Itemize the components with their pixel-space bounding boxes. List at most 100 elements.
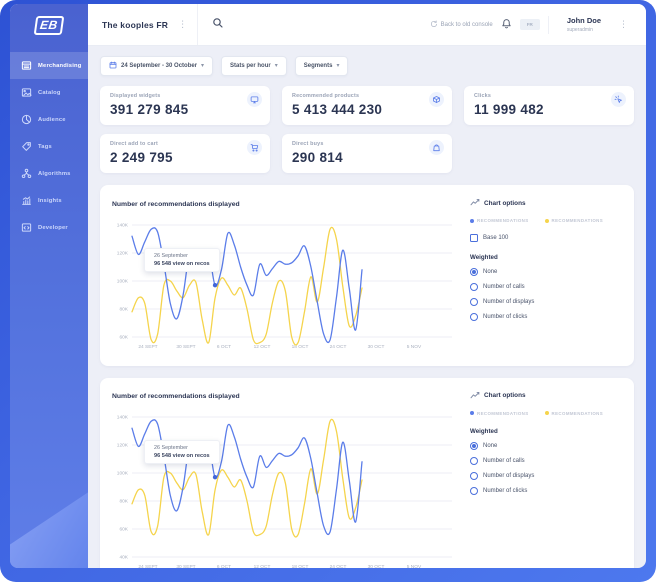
algorithms-icon [21,168,32,179]
sidebar-item-developer[interactable]: Developer [10,214,88,241]
click-icon [611,92,626,107]
chart-legend: RECOMMENDATIONS RECOMMENDATIONS [470,411,622,416]
tooltip-value: 96 548 view on recos [154,260,210,267]
svg-text:5 NOV: 5 NOV [407,344,422,350]
workspace-menu-button[interactable]: ⋮ [178,19,188,29]
locale-badge[interactable]: FR [519,19,540,30]
legend-item-recommendations-blue[interactable]: RECOMMENDATIONS [470,218,529,223]
sidebar: EB Merchandising Catalog [10,4,88,568]
chart-legend: RECOMMENDATIONS RECOMMENDATIONS [470,218,622,223]
audience-icon [21,114,32,125]
weighted-option-none[interactable]: None [470,441,622,450]
svg-text:24 OCT: 24 OCT [330,564,347,568]
legend-item-recommendations-yellow[interactable]: RECOMMENDATIONS [544,410,604,416]
chart-options-title: Chart options [484,392,526,400]
filter-bar: 24 September - 30 October ▾ Stats per ho… [100,56,634,76]
bell-icon [501,16,512,34]
legend-dot [544,411,549,416]
svg-text:80K: 80K [119,306,128,312]
weighted-option-label: Number of calls [483,457,525,464]
stat-cards: Displayed widgets 391 279 845 Recommende… [100,86,634,173]
line-chart-icon [470,391,480,401]
weighted-option-number-of-clicks[interactable]: Number of clicks [470,486,622,495]
recommendations-line-chart[interactable]: 140K 120K 100K 80K 60K 24 SEPT 30 SEPT 6 OCT 12 … [112,215,457,355]
weighted-option-number-of-clicks[interactable]: Number of clicks [470,313,622,321]
radio-selected-icon [470,268,478,276]
stat-card-value: 2 249 795 [110,150,173,165]
calendar-icon [109,61,117,71]
date-range-value: 24 September - 30 October [121,63,198,69]
user-menu-button[interactable]: ⋮ [619,19,628,29]
sidebar-item-catalog[interactable]: Catalog [10,79,88,106]
svg-text:140K: 140K [117,222,129,228]
weighted-option-number-of-displays[interactable]: Number of displays [470,298,622,306]
sidebar-item-audience[interactable]: Audience [10,106,88,133]
legend-item-recommendations-yellow[interactable]: RECOMMENDATIONS [544,218,604,223]
user-menu[interactable]: John Doe superadmin [557,16,601,33]
stat-card-value: 391 279 845 [110,102,189,117]
stat-card-label: Clicks [474,93,492,99]
recommendations-line-chart[interactable]: 140K 120K 100K 80K 60K 40K 24 SEPT 30 SEPT 6 OCT… [112,407,457,568]
svg-text:12 OCT: 12 OCT [254,344,271,350]
radio-icon [470,298,478,306]
brand-logo[interactable]: EB [10,4,88,46]
chevron-down-icon: ▾ [336,63,340,69]
segments-value: Segments [303,63,333,69]
stat-card-clicks: Clicks 11 999 482 [464,86,634,125]
date-range-picker[interactable]: 24 September - 30 October ▾ [100,56,214,76]
chart-options-panel: Chart options RECOMMENDATIONS RECOMMENDA… [466,378,634,568]
base-100-checkbox-row[interactable]: Base 100 [470,234,622,242]
stats-per-dropdown[interactable]: Stats per hour ▾ [221,56,287,76]
weighted-option-number-of-calls[interactable]: Number of calls [470,456,622,465]
svg-text:5 NOV: 5 NOV [407,564,422,568]
legend-dot [544,218,549,223]
weighted-option-none[interactable]: None [470,268,622,276]
sidebar-item-merchandising[interactable]: Merchandising [10,52,88,79]
stat-card-value: 11 999 482 [474,102,544,117]
chart-plot[interactable]: 140K 120K 100K 80K 60K 24 SEPT 30 SEPT 6 OCT 12 … [112,215,466,360]
user-name: John Doe [566,16,601,26]
weighted-option-label: None [483,269,498,275]
stat-card-label: Direct buys [292,141,324,147]
svg-text:120K: 120K [117,250,129,256]
back-to-old-console-label: Back to old console [440,21,493,28]
merchandising-icon [21,60,32,71]
tags-icon [21,141,32,152]
stat-card-label: Recommended products [292,93,360,99]
back-to-old-console-link[interactable]: Back to old console [430,20,493,30]
radio-icon [470,486,478,495]
sidebar-item-algorithms[interactable]: Algorithms [10,160,88,187]
sidebar-item-label: Algorithms [38,170,71,177]
weighted-option-number-of-calls[interactable]: Number of calls [470,283,622,291]
main-content: 24 September - 30 October ▾ Stats per ho… [88,46,646,568]
sidebar-item-insights[interactable]: Insights [10,187,88,214]
svg-text:60K: 60K [119,527,128,533]
svg-text:30 OCT: 30 OCT [368,564,385,568]
top-bar: The kooples FR ⋮ Back to old console [88,4,646,46]
weighted-option-label: Number of calls [483,284,525,290]
segments-dropdown[interactable]: Segments ▾ [294,56,349,76]
radio-icon [470,471,478,480]
legend-label: RECOMMENDATIONS [551,410,604,416]
chart-plot[interactable]: 140K 120K 100K 80K 60K 40K 24 SEPT 30 SEPT 6 OCT… [112,407,466,568]
developer-icon [21,222,32,233]
chevron-down-icon: ▾ [201,63,205,69]
stat-card-label: Displayed widgets [110,93,161,99]
svg-text:100K: 100K [117,471,129,477]
weighted-option-number-of-displays[interactable]: Number of displays [470,471,622,480]
svg-text:6 OCT: 6 OCT [217,344,231,350]
stats-per-value: Stats per hour [230,63,271,69]
notifications-button[interactable] [501,16,512,34]
chart-options-panel: Chart options RECOMMENDATIONS RECOMMENDA… [466,185,634,366]
sidebar-item-label: Tags [38,143,52,150]
weighted-option-label: Number of displays [483,472,535,479]
legend-item-recommendations-blue[interactable]: RECOMMENDATIONS [470,411,529,416]
divider [197,4,199,45]
chart-tooltip: 26 September 96 548 view on recos [144,247,220,272]
search-button[interactable] [212,16,224,34]
stat-card-direct-add-to-cart: Direct add to cart 2 249 795 [100,134,270,173]
sidebar-item-label: Insights [38,197,62,204]
sidebar-item-tags[interactable]: Tags [10,133,88,160]
legend-label: RECOMMENDATIONS [477,218,529,223]
svg-text:6 OCT: 6 OCT [217,564,231,568]
